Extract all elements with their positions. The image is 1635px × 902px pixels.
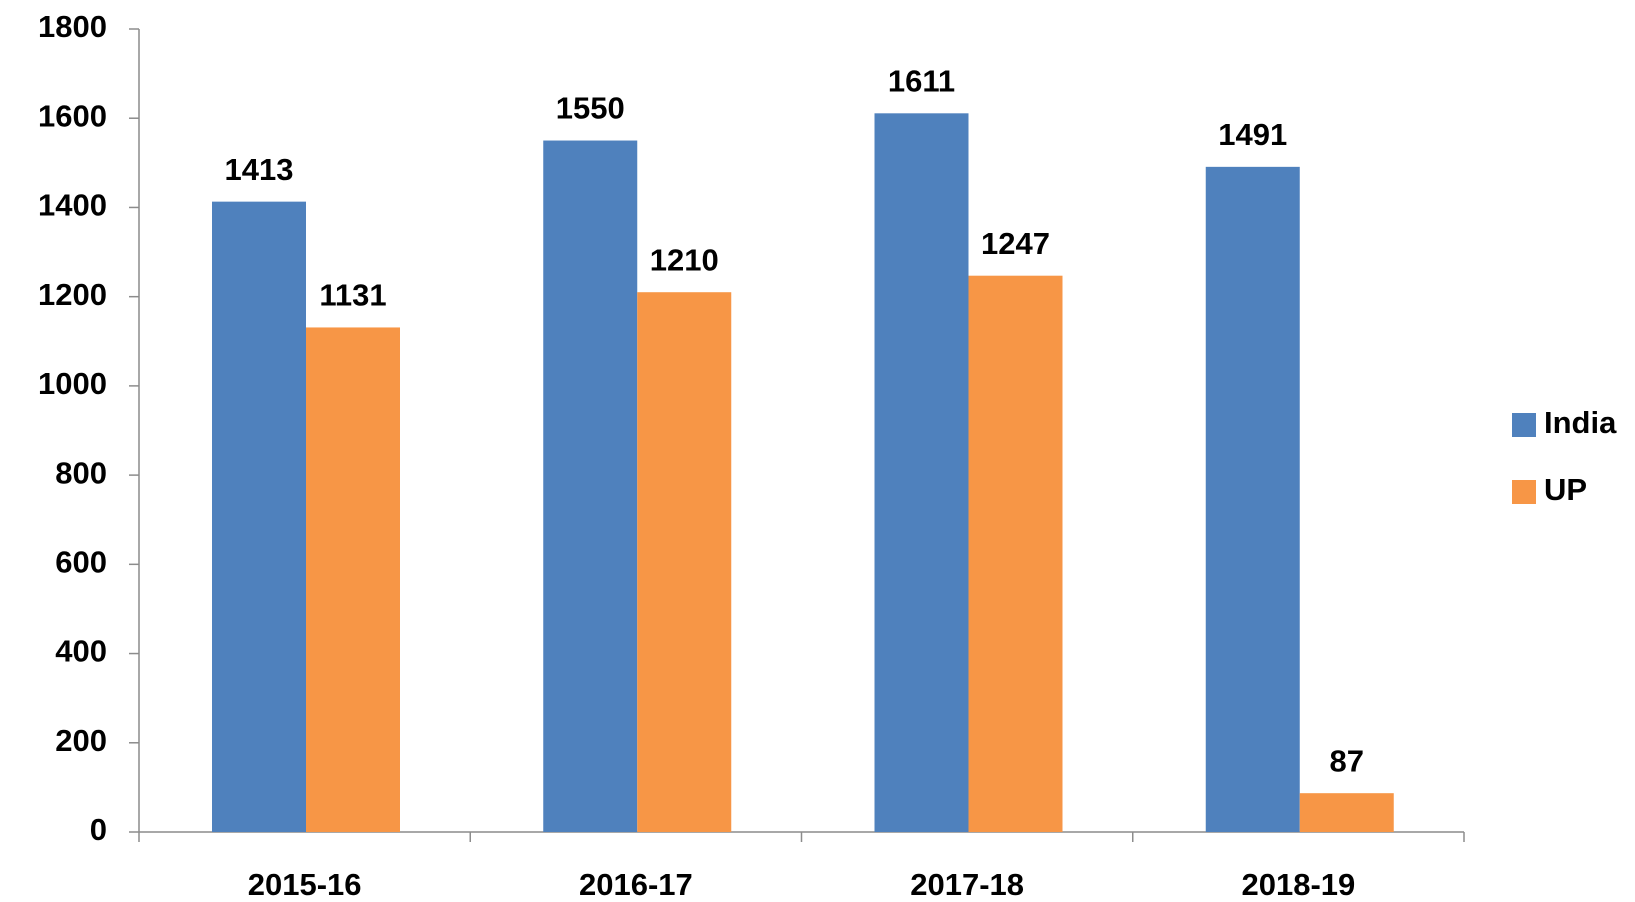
y-tick-label: 1000 bbox=[38, 366, 107, 401]
y-tick-label: 1200 bbox=[38, 277, 107, 312]
y-tick-label: 1600 bbox=[38, 98, 107, 133]
data-label: 1210 bbox=[650, 242, 719, 277]
y-tick-label: 400 bbox=[55, 634, 107, 669]
bar bbox=[874, 113, 969, 832]
data-label: 87 bbox=[1330, 743, 1364, 778]
y-tick-label: 800 bbox=[55, 455, 107, 490]
legend-swatch bbox=[1512, 480, 1536, 504]
data-label: 1550 bbox=[556, 91, 625, 126]
data-label: 1611 bbox=[888, 64, 955, 99]
bar bbox=[968, 275, 1063, 832]
bar bbox=[306, 327, 400, 832]
data-label: 1131 bbox=[319, 278, 386, 313]
x-tick-label: 2018-19 bbox=[1241, 867, 1355, 902]
data-label: 1247 bbox=[981, 226, 1050, 261]
y-tick-label: 600 bbox=[55, 545, 107, 580]
y-tick-label: 1400 bbox=[38, 188, 107, 223]
y-tick-label: 200 bbox=[55, 723, 107, 758]
x-tick-label: 2016-17 bbox=[579, 867, 693, 902]
legend-label: India bbox=[1544, 405, 1617, 440]
y-tick-label: 0 bbox=[90, 812, 107, 847]
bar bbox=[1299, 793, 1394, 832]
legend-label: UP bbox=[1544, 472, 1587, 507]
bar bbox=[543, 140, 638, 832]
legend-swatch bbox=[1512, 413, 1536, 437]
bar bbox=[1205, 166, 1300, 832]
x-tick-label: 2017-18 bbox=[910, 867, 1024, 902]
data-label: 1491 bbox=[1218, 117, 1287, 152]
bar bbox=[212, 201, 306, 832]
y-tick-label: 1800 bbox=[38, 9, 107, 44]
bar bbox=[637, 292, 732, 832]
x-tick-label: 2015-16 bbox=[248, 867, 362, 902]
data-label: 1413 bbox=[225, 152, 294, 187]
